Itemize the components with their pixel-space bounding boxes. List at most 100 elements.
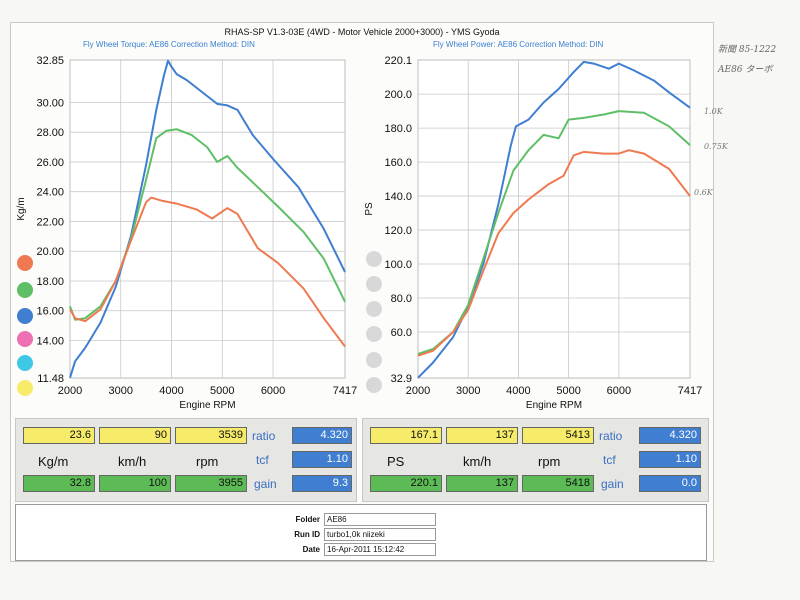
torque-y-tick-4: 24.00	[36, 187, 64, 199]
legend-dot-grey-5	[366, 352, 382, 368]
torque-y-axis-label: Kg/m	[16, 197, 27, 220]
legend-dot-green	[17, 282, 33, 298]
torque-x-tick-3: 5000	[210, 385, 234, 397]
rpm-top-value: 3539	[175, 427, 247, 444]
handwritten-green-note: 0.75K	[704, 142, 728, 151]
power-speed-top-value: 137	[446, 427, 518, 444]
speed-unit: km/h	[118, 454, 147, 469]
gain-label: gain	[254, 477, 277, 491]
power-ratio-value: 4.320	[639, 427, 701, 444]
power-tcf-value: 1.10	[639, 451, 701, 468]
legend-dot-blue	[17, 308, 33, 324]
legend-dot-cyan	[17, 355, 33, 371]
torque-subtitle: Fly Wheel Torque: AE86 Correction Method…	[83, 40, 255, 49]
torque-y-tick-9: 14.00	[36, 336, 64, 348]
folder-value: AE86	[324, 513, 436, 526]
torque-readout-panel: 23.6 90 3539 Kg/m km/h rpm 32.8 100 3955…	[15, 418, 357, 502]
legend-dot-grey-2	[366, 276, 382, 292]
power-series-orange	[417, 149, 691, 357]
handwritten-margin-sub: AE86 ターボ	[718, 65, 773, 75]
power-rpm-unit: rpm	[538, 454, 561, 469]
power-gain-value: 0.0	[639, 475, 701, 492]
torque-y-tick-2: 28.00	[36, 127, 64, 139]
date-label: Date	[302, 545, 320, 554]
legend-dot-grey-1	[366, 251, 382, 267]
torque-y-tick-1: 30.00	[36, 97, 64, 109]
power-subtitle: Fly Wheel Power: AE86 Correction Method:…	[433, 40, 604, 49]
power-speed-peak-value: 137	[446, 475, 518, 492]
power-y-tick-9: 32.9	[391, 373, 412, 385]
handwritten-blue-note: 1.0K	[704, 107, 723, 116]
tcf-value: 1.10	[292, 451, 352, 468]
legend-dot-grey-6	[366, 377, 382, 393]
power-y-tick-7: 80.0	[391, 293, 412, 305]
torque-series-blue	[69, 59, 346, 378]
ratio-value: 4.320	[292, 427, 352, 444]
power-series-green	[417, 110, 691, 355]
torque-y-tick-3: 26.00	[36, 157, 64, 169]
power-speed-unit: km/h	[463, 454, 492, 469]
torque-plot-area	[69, 59, 346, 379]
torque-series-orange	[69, 196, 346, 348]
speed-peak-value: 100	[99, 475, 171, 492]
power-y-tick-4: 140.0	[384, 191, 412, 203]
legend-dot-orange	[17, 255, 33, 271]
power-y-tick-1: 200.0	[384, 89, 412, 101]
torque-x-axis-label: Engine RPM	[179, 400, 235, 411]
power-gain-label: gain	[601, 477, 624, 491]
torque-peak-value: 32.8	[23, 475, 95, 492]
ratio-label: ratio	[252, 429, 276, 443]
power-tcf-label: tcf	[603, 453, 616, 467]
power-y-tick-8: 60.0	[391, 327, 412, 339]
power-y-tick-0: 220.1	[384, 55, 412, 67]
torque-series-green	[69, 128, 346, 321]
torque-y-tick-7: 18.00	[36, 276, 64, 288]
folder-label: Folder	[295, 515, 320, 524]
power-y-axis-label: PS	[364, 202, 375, 216]
power-x-tick-1: 3000	[456, 385, 480, 397]
run-id-value: turbo1,0k niizeki	[324, 528, 436, 541]
rpm-unit: rpm	[196, 454, 219, 469]
handwritten-margin-note: 新聞 85-1222	[718, 45, 777, 55]
power-x-tick-0: 2000	[406, 385, 430, 397]
torque-x-tick-5: 7417	[333, 385, 357, 397]
torque-chart: 2000 3000 4000 5000 6000 7417 32.85 30.00 28.00 2…	[16, 55, 357, 411]
power-x-tick-2: 4000	[506, 385, 530, 397]
power-y-tick-6: 100.0	[384, 259, 412, 271]
power-y-tick-3: 160.0	[384, 157, 412, 169]
power-top-value: 167.1	[370, 427, 442, 444]
torque-x-tick-2: 4000	[159, 385, 183, 397]
rpm-peak-value: 3955	[175, 475, 247, 492]
power-ratio-label: ratio	[599, 429, 623, 443]
power-y-tick-5: 120.0	[384, 225, 412, 237]
torque-x-tick-4: 6000	[261, 385, 285, 397]
torque-x-tick-1: 3000	[109, 385, 133, 397]
torque-x-tick-0: 2000	[58, 385, 82, 397]
torque-y-tick-10: 11.48	[37, 373, 64, 385]
legend-dot-grey-4	[366, 326, 382, 342]
report-title: RHAS-SP V1.3-03E (4WD - Motor Vehicle 20…	[224, 27, 500, 37]
handwritten-orange-note: 0.6K	[694, 188, 713, 197]
power-x-axis-label: Engine RPM	[526, 400, 582, 411]
run-id-label: Run ID	[294, 530, 320, 539]
power-x-tick-3: 5000	[556, 385, 580, 397]
tcf-label: tcf	[256, 453, 269, 467]
legend-dot-grey-3	[366, 301, 382, 317]
power-x-tick-4: 6000	[607, 385, 631, 397]
gain-value: 9.3	[292, 475, 352, 492]
power-rpm-top-value: 5413	[522, 427, 594, 444]
torque-y-tick-8: 16.00	[36, 306, 64, 318]
power-chart: 2000 3000 4000 5000 6000 7417 220.1 200.0 180.0 1…	[364, 55, 702, 411]
legend-dot-yellow	[17, 380, 33, 396]
torque-y-tick-0: 32.85	[36, 55, 64, 67]
speed-top-value: 90	[99, 427, 171, 444]
power-readout-panel: 167.1 137 5413 PS km/h rpm 220.1 137 541…	[362, 418, 709, 502]
power-rpm-peak-value: 5418	[522, 475, 594, 492]
torque-y-tick-5: 22.00	[36, 216, 64, 228]
torque-top-value: 23.6	[23, 427, 95, 444]
power-peak-value: 220.1	[370, 475, 442, 492]
run-info-block: Folder AE86 Run ID turbo1,0k niizeki Dat…	[15, 504, 707, 561]
torque-y-tick-6: 20.00	[36, 246, 64, 258]
power-unit: PS	[387, 454, 405, 469]
